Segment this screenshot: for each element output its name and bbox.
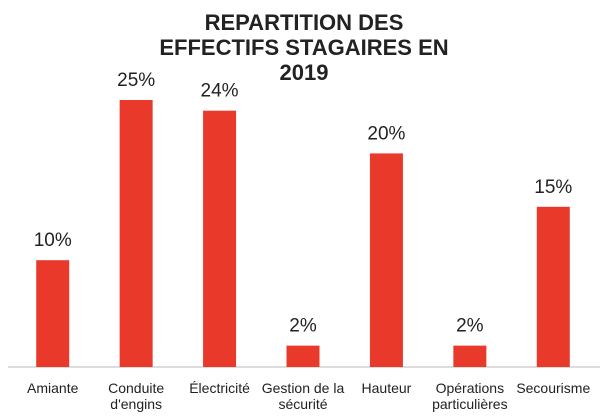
bar <box>36 260 70 367</box>
value-label: 15% <box>534 177 572 198</box>
x-tick-label: Opérations particulières <box>432 380 508 412</box>
bar <box>203 110 237 368</box>
value-label: 10% <box>34 230 72 251</box>
x-tick-label: Électricité <box>189 380 250 396</box>
x-tick-label: Secourisme <box>516 380 591 396</box>
bar <box>119 100 153 367</box>
x-tick-label: Hauteur <box>361 380 412 396</box>
x-tick-label: Conduite d'engins <box>108 380 165 412</box>
value-label: 2% <box>289 316 317 337</box>
value-label: 24% <box>201 81 239 102</box>
bar <box>453 345 487 367</box>
value-label: 2% <box>456 316 484 337</box>
chart-title: REPARTITION DES EFFECTIFS STAGAIRES EN 2… <box>159 10 449 85</box>
bar <box>286 345 320 367</box>
x-tick-label: Amiante <box>27 380 79 396</box>
value-label: 25% <box>117 70 155 91</box>
bar <box>536 206 570 367</box>
x-tick-label: Gestion de la sécurité <box>261 380 345 412</box>
value-label: 20% <box>367 123 405 144</box>
bar <box>369 153 403 367</box>
